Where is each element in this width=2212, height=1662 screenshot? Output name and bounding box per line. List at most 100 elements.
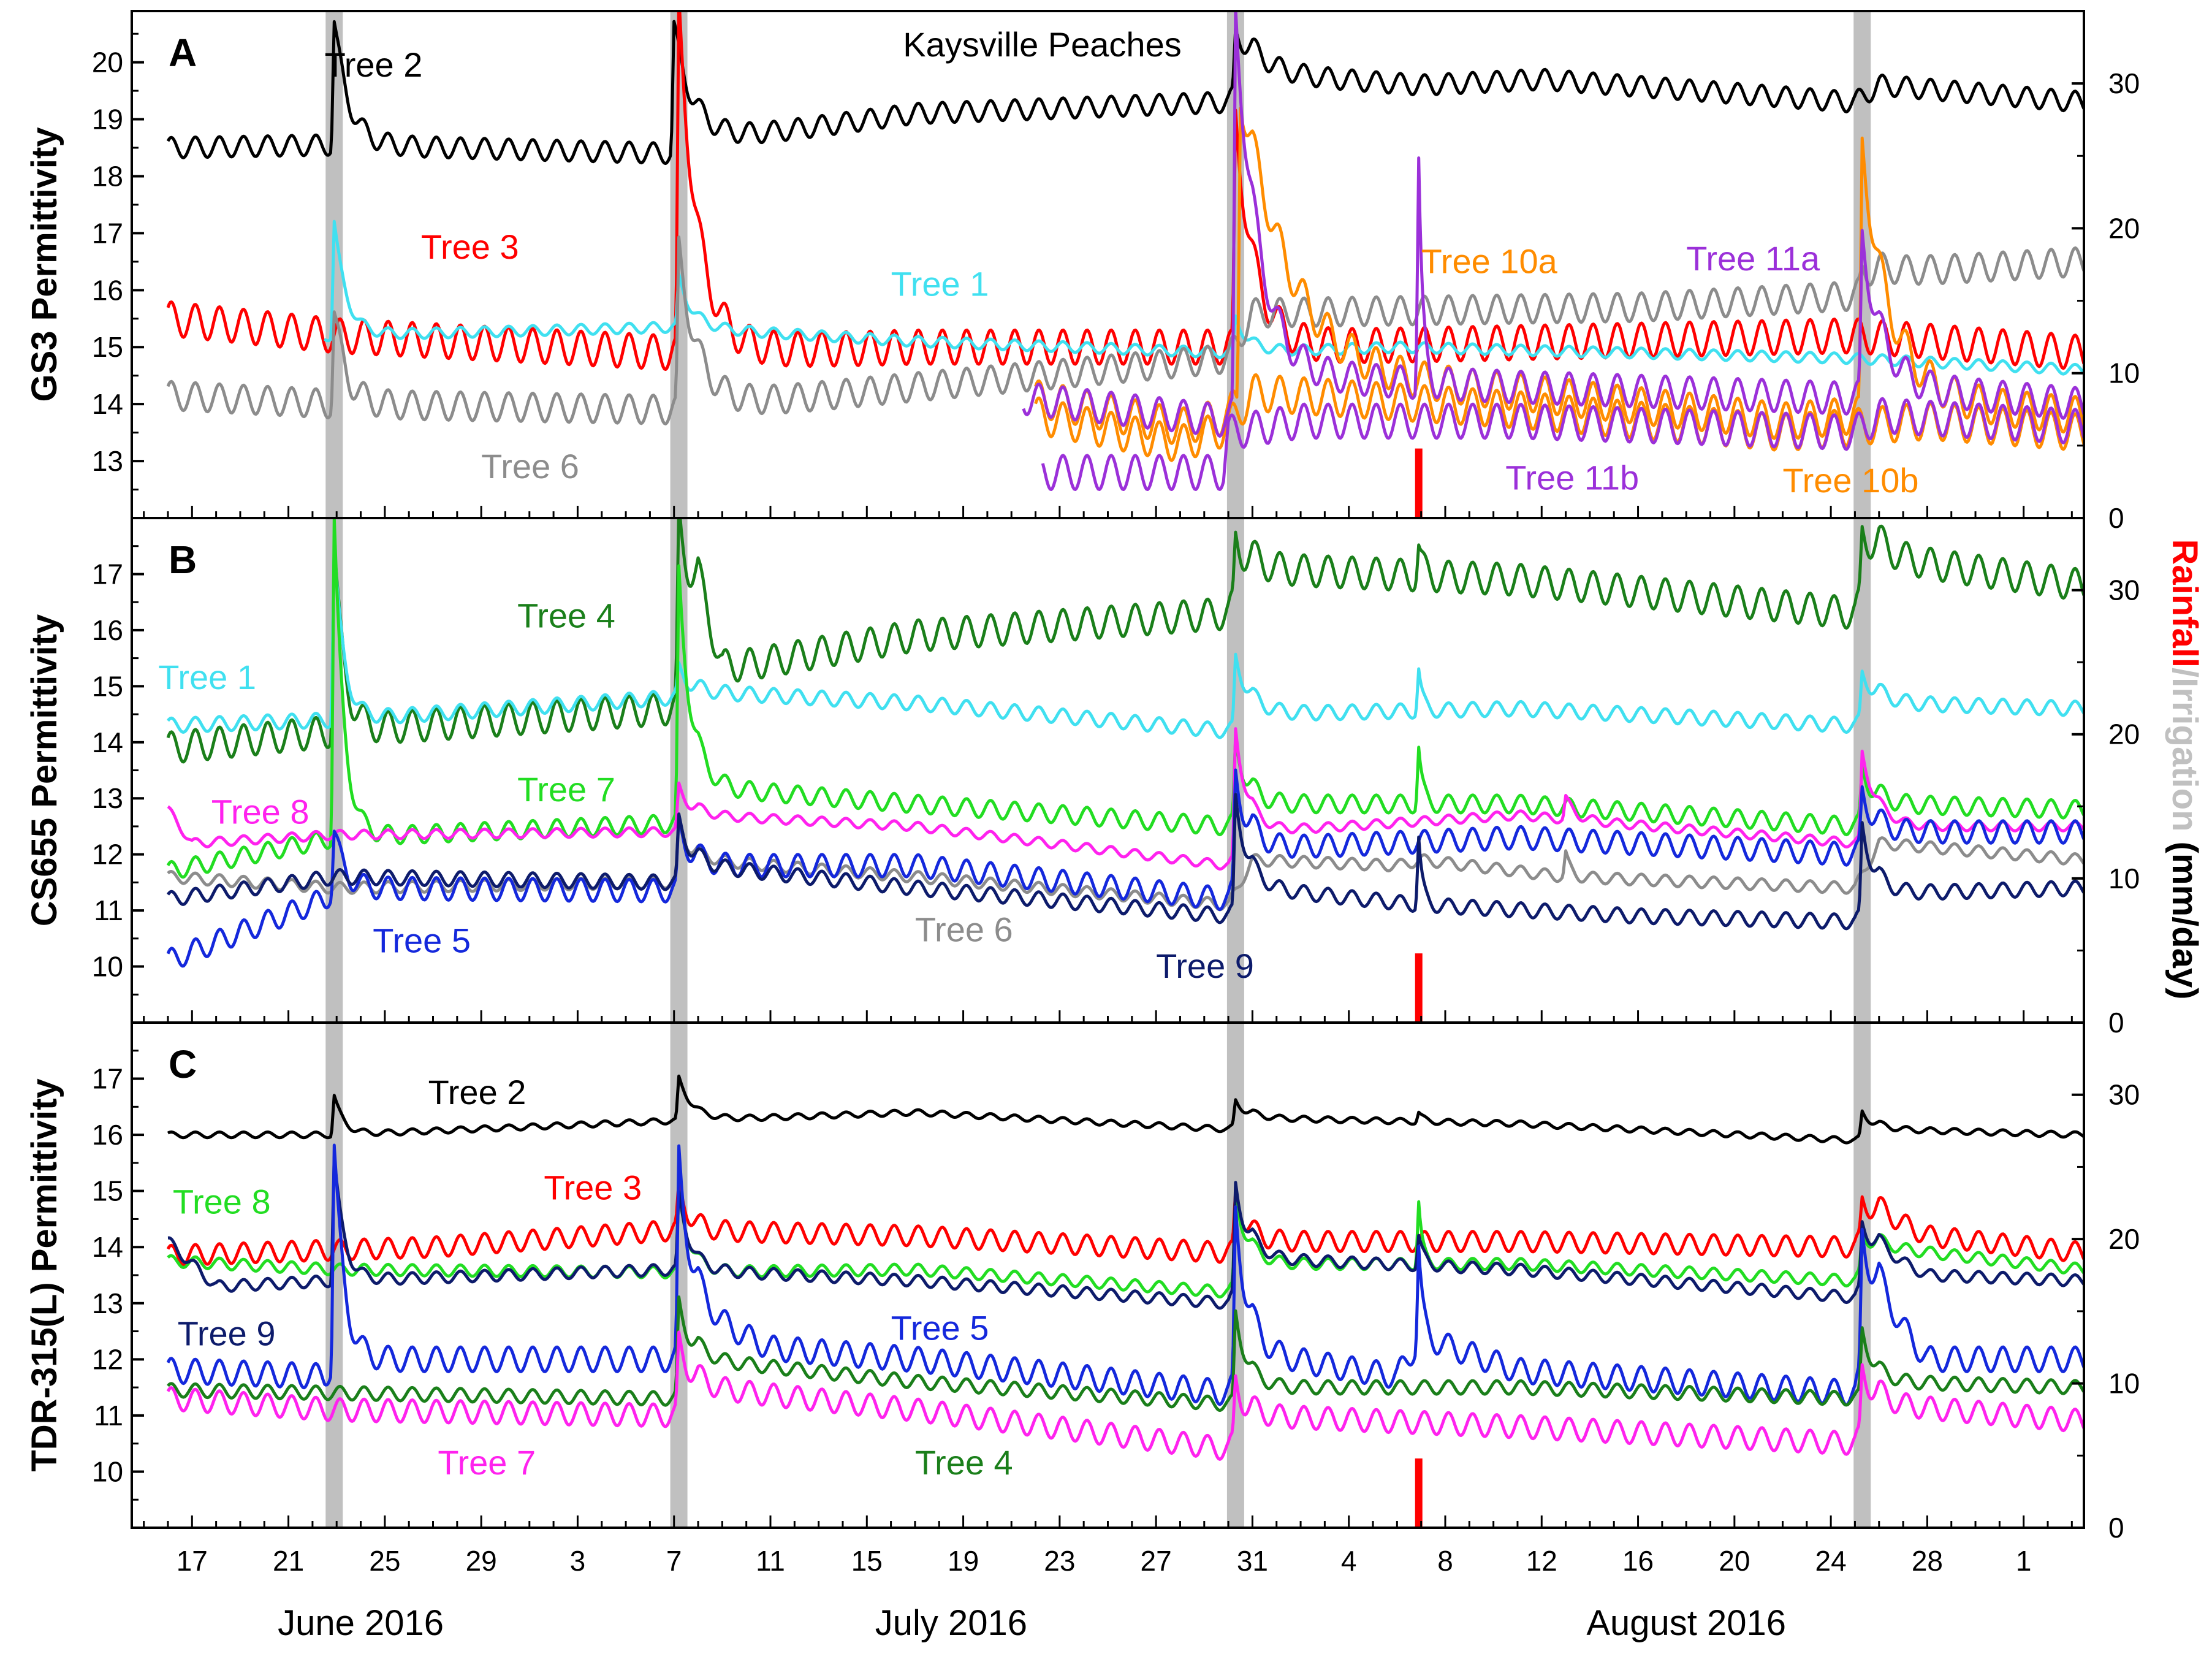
x-tick-label: 17 — [177, 1545, 208, 1577]
series-line-tree-8 — [167, 727, 2084, 871]
rainfall-bar — [1415, 1458, 1423, 1528]
x-tick-label: 7 — [666, 1545, 682, 1577]
chart-title: Kaysville Peaches — [903, 25, 1181, 64]
right-y-tick-label: 10 — [2108, 1368, 2140, 1400]
series-label: Tree 7 — [517, 770, 615, 809]
y-tick-label: 14 — [92, 726, 123, 758]
x-tick-label: 15 — [851, 1545, 883, 1577]
series-label: Tree 1 — [891, 265, 989, 303]
right-y-tick-label: 30 — [2108, 1079, 2140, 1111]
x-tick-label: 4 — [1341, 1545, 1357, 1577]
y-tick-label: 16 — [92, 1119, 123, 1151]
panel-letter: B — [169, 538, 197, 582]
series-label: Tree 9 — [1156, 947, 1254, 985]
y-tick-label: 14 — [92, 1231, 123, 1263]
right-axis-title-irrigation: /Irrigation — [2165, 668, 2205, 831]
y-axis-title: GS3 Permittivity — [25, 127, 64, 402]
series-label: Tree 5 — [373, 921, 471, 960]
series-label: Tree 8 — [173, 1182, 271, 1221]
series-line-tree-5 — [166, 1143, 2084, 1406]
series-label: Tree 6 — [915, 910, 1013, 948]
series-label: Tree 3 — [421, 227, 519, 266]
y-tick-label: 15 — [92, 670, 123, 702]
y-tick-label: 16 — [92, 274, 123, 306]
series-label: Tree 11b — [1505, 459, 1639, 497]
y-axis-title: CS655 Permittivity — [25, 614, 64, 926]
y-tick-label: 13 — [92, 1287, 123, 1319]
series-line-tree-8 — [167, 1189, 2084, 1299]
series-line-tree-11b — [1041, 397, 2084, 491]
rainfall-bar — [1415, 448, 1423, 518]
y-tick-label: 16 — [92, 614, 123, 646]
y-tick-label: 11 — [94, 894, 123, 926]
series-line-tree-7 — [166, 1330, 2084, 1461]
right-y-tick-label: 30 — [2108, 67, 2140, 99]
right-y-tick-label: 10 — [2108, 863, 2140, 894]
y-tick-label: 12 — [92, 839, 123, 871]
right-y-tick-label: 0 — [2108, 1512, 2124, 1544]
x-tick-label: 12 — [1526, 1545, 1557, 1577]
series-label: Tree 10b — [1782, 461, 1918, 500]
x-tick-label: 27 — [1141, 1545, 1172, 1577]
y-tick-label: 17 — [92, 558, 123, 590]
series-line-tree-9 — [166, 793, 2084, 931]
series-line-tree-4 — [166, 518, 2084, 764]
series-label: Tree 2 — [428, 1073, 526, 1111]
series-label: Tree 11a — [1686, 239, 1820, 278]
x-tick-label: 3 — [570, 1545, 586, 1577]
x-tick-label: 31 — [1237, 1545, 1268, 1577]
series-line-tree-7 — [166, 518, 2084, 879]
right-y-tick-label: 20 — [2108, 1223, 2140, 1255]
panel-a: 13 14 15 16 17 18 19 20 0 10 20 30 GS3 Permittivity A… — [25, 10, 2140, 534]
panel-plot-area — [166, 11, 2084, 518]
series-label: Tree 8 — [211, 792, 310, 831]
right-axis-title-units: (mm/day) — [2165, 832, 2205, 1000]
y-tick-label: 12 — [92, 1343, 123, 1375]
x-tick-label: 24 — [1815, 1545, 1847, 1577]
series-line-tree-2 — [166, 20, 2084, 166]
y-tick-label: 15 — [92, 331, 123, 363]
right-y-tick-label: 30 — [2108, 574, 2140, 606]
y-tick-label: 13 — [92, 445, 123, 477]
x-tick-label: 29 — [466, 1545, 497, 1577]
x-tick-label: 23 — [1044, 1545, 1075, 1577]
y-tick-label: 17 — [92, 1063, 123, 1095]
panel-b: 10 11 12 13 14 15 16 17 0 10 20 30 CS655 Permittivit… — [25, 517, 2140, 1039]
x-tick-label: 1 — [2016, 1545, 2032, 1577]
panel-c: 10 11 12 13 14 15 16 17 0 10 20 30 TDR-315(L) Permit… — [25, 1021, 2140, 1544]
y-tick-label: 20 — [92, 47, 123, 78]
series-line-tree-11a — [1022, 11, 2084, 438]
right-y-tick-label: 20 — [2108, 212, 2140, 244]
series-label: Tree 5 — [891, 1308, 989, 1347]
panel-letter: A — [169, 31, 197, 75]
x-tick-label: 28 — [1912, 1545, 1943, 1577]
y-tick-label: 18 — [92, 160, 123, 192]
series-label: Tree 2 — [325, 45, 423, 84]
irrigation-bar — [670, 1023, 688, 1528]
y-tick-label: 10 — [92, 951, 123, 983]
y-tick-label: 11 — [94, 1400, 123, 1431]
series-label: Tree 4 — [517, 596, 615, 635]
series-line-tree-5 — [166, 768, 2084, 968]
series-label: Tree 6 — [481, 447, 579, 486]
rainfall-bar — [1415, 953, 1423, 1023]
y-tick-label: 17 — [92, 217, 123, 249]
month-label: August 2016 — [1586, 1603, 1786, 1643]
month-label: June 2016 — [278, 1603, 444, 1643]
y-tick-label: 13 — [92, 782, 123, 814]
month-label: July 2016 — [875, 1603, 1027, 1643]
panel-letter: C — [169, 1042, 197, 1086]
x-tick-label: 11 — [756, 1545, 785, 1577]
x-tick-label: 21 — [273, 1545, 304, 1577]
series-label: Tree 7 — [438, 1443, 536, 1482]
series-line-tree-3 — [166, 11, 2084, 372]
right-y-tick-label: 10 — [2108, 357, 2140, 389]
series-line-tree-2 — [167, 1074, 2084, 1145]
y-axis-title: TDR-315(L) Permittivity — [25, 1078, 64, 1471]
series-line-tree-9 — [167, 1155, 2084, 1310]
x-tick-label: 19 — [948, 1545, 979, 1577]
series-line-tree-1 — [167, 544, 2084, 739]
series-label: Tree 9 — [178, 1314, 276, 1352]
x-tick-label: 25 — [369, 1545, 400, 1577]
